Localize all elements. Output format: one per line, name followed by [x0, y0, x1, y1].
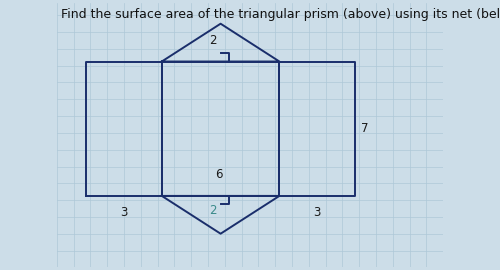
- Text: 7: 7: [361, 122, 368, 135]
- Text: 6: 6: [215, 168, 222, 181]
- Text: 3: 3: [314, 206, 321, 219]
- Text: 2: 2: [209, 204, 216, 217]
- Text: 2: 2: [209, 34, 216, 47]
- Text: Find the surface area of the triangular prism (above) using its net (below).: Find the surface area of the triangular …: [60, 8, 500, 21]
- Text: 3: 3: [120, 206, 128, 219]
